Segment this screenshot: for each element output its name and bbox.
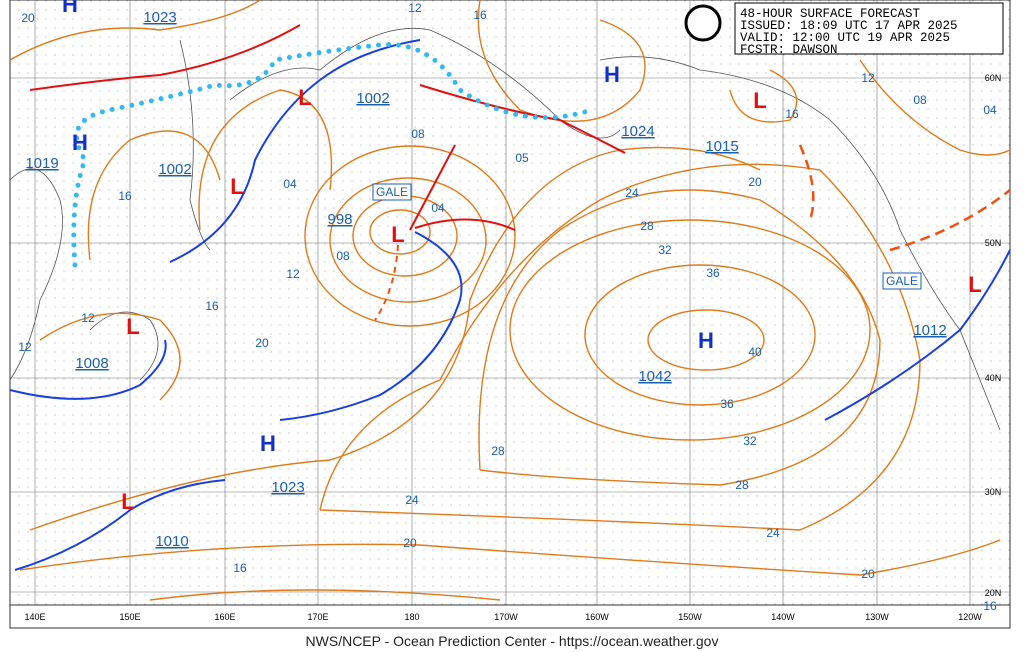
longitude-label: 140W — [771, 612, 795, 622]
longitude-label: 120W — [958, 612, 982, 622]
low-center: L — [298, 85, 311, 110]
header-line: 48-HOUR SURFACE FORECAST — [740, 7, 921, 21]
isobar-label: 08 — [913, 93, 927, 107]
isobar-label: 32 — [743, 434, 757, 448]
isobar-label: 04 — [431, 201, 445, 215]
low-center: L — [753, 88, 766, 113]
latitude-label: 20N — [985, 588, 1002, 598]
longitude-label: 150E — [119, 612, 140, 622]
isobar-label: 20 — [255, 336, 269, 350]
isobar-label: 12 — [18, 340, 32, 354]
isobar-label: 16 — [473, 8, 487, 22]
low-center: L — [391, 222, 404, 247]
header-line: FCSTR: DAWSON — [740, 43, 838, 57]
isobar-label: 20 — [403, 536, 417, 550]
central-pressure: 1023 — [143, 9, 176, 26]
isobar-label: 32 — [658, 243, 672, 257]
central-pressure: 1023 — [271, 479, 304, 496]
footer: NWS/NCEP - Ocean Prediction Center - htt… — [306, 633, 719, 649]
low-center: L — [968, 272, 981, 297]
isobar-label: 36 — [706, 266, 720, 280]
isobar-label: 12 — [861, 71, 875, 85]
isobar-label: 16 — [118, 189, 132, 203]
isobar-label: 12 — [81, 311, 95, 325]
central-pressure: 1042 — [638, 368, 671, 385]
gale-warning: GALE — [886, 274, 918, 288]
high-center: H — [698, 328, 714, 353]
isobar-label: 28 — [640, 219, 654, 233]
header-line: ISSUED: 18:09 UTC 17 APR 2025 — [740, 19, 958, 33]
coastlines — [9, 27, 1001, 431]
isobar-label: 12 — [408, 1, 422, 15]
map-frame — [9, 0, 1011, 629]
latitude-label: 50N — [985, 238, 1002, 248]
isobar-label: 16 — [233, 561, 247, 575]
header-box — [734, 2, 1004, 55]
isobar-label: 24 — [405, 493, 419, 507]
high-center: H — [260, 431, 276, 456]
isobar-label: 20 — [748, 175, 762, 189]
central-pressure: 1019 — [25, 155, 58, 172]
longitude-label: 170W — [494, 612, 518, 622]
warning-box — [372, 183, 412, 201]
gale-warning: GALE — [376, 185, 408, 199]
isobar-label: 24 — [766, 526, 780, 540]
longitude-label: 170E — [307, 612, 328, 622]
longitude-strip — [9, 604, 1011, 629]
latitude-label: 40N — [985, 373, 1002, 383]
isobar-label: 04 — [983, 103, 997, 117]
isobar-label: 05 — [515, 151, 529, 165]
longitude-label: 160W — [585, 612, 609, 622]
isobar-label: 28 — [491, 444, 505, 458]
isobar-label: 20 — [21, 11, 35, 25]
low-center: L — [121, 489, 134, 514]
isobar-label: 16 — [983, 599, 997, 613]
longitude-label: 160E — [214, 612, 235, 622]
longitude-label: 140E — [24, 612, 45, 622]
isobar-label: 20 — [861, 567, 875, 581]
isobar-label: 08 — [336, 249, 350, 263]
longitude-label: 130W — [865, 612, 889, 622]
isobar-label: 36 — [720, 397, 734, 411]
high-center: H — [72, 130, 88, 155]
isobar-label: 28 — [735, 478, 749, 492]
isobar-label: 04 — [283, 177, 297, 191]
central-pressure: 1002 — [158, 161, 191, 178]
central-pressure: 1024 — [621, 123, 654, 140]
central-pressure: 1010 — [155, 533, 188, 550]
isobars — [9, 0, 1011, 601]
low-center: L — [126, 314, 139, 339]
central-pressure: 1012 — [913, 322, 946, 339]
central-pressure: 1008 — [75, 355, 108, 372]
latitude-label: 30N — [985, 487, 1002, 497]
noaa-logo — [684, 4, 722, 42]
latitude-label: 60N — [985, 73, 1002, 83]
header-line: VALID: 12:00 UTC 19 APR 2025 — [740, 31, 950, 45]
high-center: H — [604, 62, 620, 87]
isobar-label: 16 — [205, 299, 219, 313]
isobar-label: 24 — [625, 186, 639, 200]
central-pressure: 1002 — [356, 90, 389, 107]
isobar-label: 40 — [748, 345, 762, 359]
warning-box — [882, 272, 922, 290]
central-pressure: 998 — [327, 211, 352, 228]
low-center: L — [230, 174, 243, 199]
fronts — [9, 24, 1011, 571]
high-center: H — [62, 0, 78, 17]
isobar-label: 16 — [785, 107, 799, 121]
isobar-label: 08 — [411, 127, 425, 141]
longitude-label: 180 — [404, 612, 419, 622]
isobar-label: 12 — [286, 267, 300, 281]
longitude-label: 150W — [678, 612, 702, 622]
central-pressure: 1015 — [705, 138, 738, 155]
